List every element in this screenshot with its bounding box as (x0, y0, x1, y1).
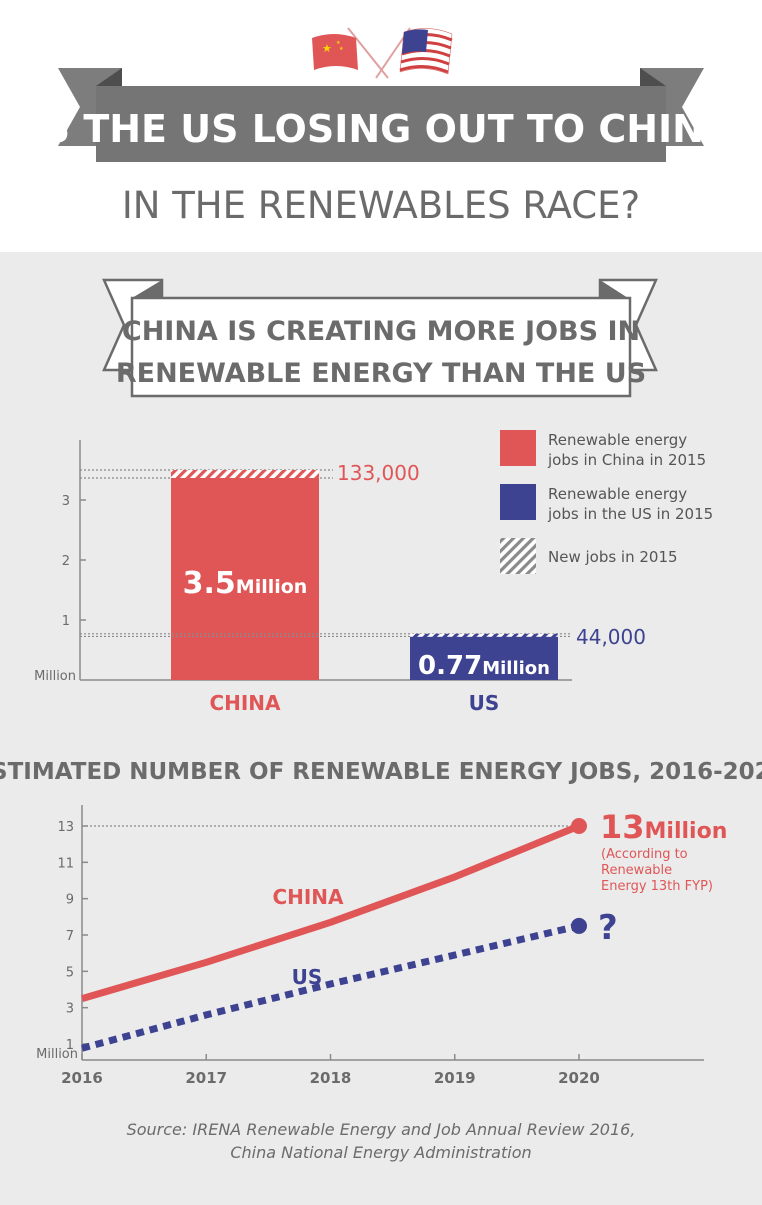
bar-y-tick-label: 2 (62, 554, 70, 569)
china-2020-value: 13 (600, 808, 645, 846)
china-new-jobs-bar (171, 470, 319, 478)
line-y-tick-label: 1 (66, 1038, 74, 1053)
bar-y-tick-label: 1 (62, 614, 70, 629)
us-2020-point (571, 917, 587, 934)
line-x-tick-label: 2017 (185, 1069, 227, 1087)
svg-text:★: ★ (336, 40, 341, 46)
us-new-jobs-label: 44,000 (576, 625, 646, 649)
banner-line-2: RENEWABLE ENERGY THAN THE US (116, 358, 646, 389)
legend-swatch-china (500, 430, 536, 466)
us-value-unit: Million (482, 658, 550, 679)
line-y-tick-label: 7 (66, 929, 74, 944)
legend-label-line-1: New jobs in 2015 (548, 548, 678, 566)
legend-swatch-hatch (500, 538, 536, 574)
us-category-label: US (469, 691, 500, 715)
line-x-tick-label: 2016 (61, 1069, 103, 1087)
section-banner (102, 278, 658, 398)
source-line-1: Source: IRENA Renewable Energy and Job A… (127, 1120, 636, 1139)
title-line-1: IS THE US LOSING OUT TO CHINA (29, 107, 734, 151)
us-flag-icon (375, 27, 453, 79)
china-value-number: 3.5 (183, 566, 236, 601)
china-bar (171, 477, 319, 680)
us-2020-question-mark: ? (598, 908, 618, 948)
line-x-tick-label: 2020 (558, 1069, 600, 1087)
china-series-label: CHINA (272, 885, 344, 909)
bar-y-tick-label: 3 (62, 494, 70, 509)
svg-text:★: ★ (322, 42, 332, 55)
china-2020-note-line: Renewable (601, 863, 672, 878)
china-category-label: CHINA (209, 691, 281, 715)
title-line-2: IN THE RENEWABLES RACE? (122, 184, 640, 227)
source-line-2: China National Energy Administration (230, 1143, 531, 1162)
bar-y-axis-label: Million (34, 669, 76, 684)
title-ribbon (58, 68, 704, 162)
us-value-number: 0.77 (418, 651, 482, 681)
legend-swatch-us (500, 484, 536, 520)
line-chart-title: ESTIMATED NUMBER OF RENEWABLE ENERGY JOB… (0, 759, 762, 785)
china-value-label: 3.5Million (183, 566, 308, 601)
bar-chart: 123Million133,0003.5MillionCHINA44,0000.… (34, 430, 713, 715)
china-2020-note-line: (According to (601, 847, 688, 862)
legend-label-line-1: Renewable energy (548, 485, 687, 503)
line-y-tick-label: 3 (66, 1002, 74, 1017)
china-2020-point (571, 818, 587, 834)
china-2020-unit: Million (645, 819, 728, 844)
legend-label-line-2: jobs in China in 2015 (547, 451, 706, 469)
line-x-tick-label: 2018 (310, 1069, 352, 1087)
china-2020-annotation: 13Million (600, 808, 727, 846)
line-y-tick-label: 5 (66, 965, 74, 980)
line-y-axis-label: Million (36, 1047, 78, 1062)
china-2020-note-line: Energy 13th FYP) (601, 879, 713, 894)
legend-label-line-1: Renewable energy (548, 431, 687, 449)
us-series-label: US (292, 965, 323, 989)
us-bar (410, 636, 558, 680)
china-series-line (81, 822, 581, 1002)
line-y-tick-label: 11 (57, 856, 74, 871)
china-new-jobs-label: 133,000 (337, 461, 420, 485)
line-y-tick-label: 9 (66, 893, 74, 908)
line-y-tick-label: 13 (57, 820, 74, 835)
svg-text:★: ★ (339, 46, 344, 52)
legend-label-line-2: jobs in the US in 2015 (547, 505, 713, 523)
us-value-label: 0.77Million (418, 651, 550, 681)
bar-legend: Renewable energy jobs in China in 2015 Ren… (500, 430, 713, 574)
us-series-line (81, 922, 580, 1052)
line-x-tick-label: 2019 (434, 1069, 476, 1087)
china-value-unit: Million (236, 576, 308, 598)
banner-line-1: CHINA IS CREATING MORE JOBS IN (122, 316, 640, 347)
us-new-jobs-bar (410, 633, 558, 637)
